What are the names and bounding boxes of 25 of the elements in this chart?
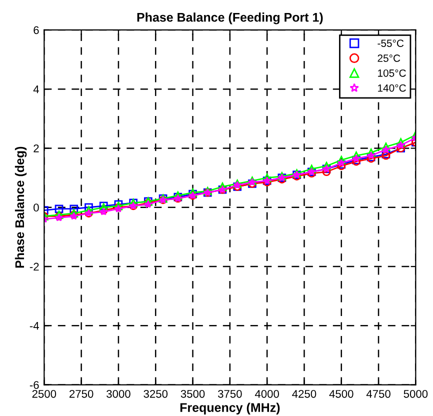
x-tick-label: 4750 [366,390,390,398]
x-tick-label: 5000 [404,390,428,398]
x-tick-label: 3250 [144,390,168,398]
x-axis-title: Frequency (MHz) [180,402,280,414]
legend-label: -55°C [378,40,404,47]
x-tick-label: 3500 [180,390,205,398]
x-tick-label: 3000 [106,390,130,398]
x-tick-label: 4500 [329,390,354,398]
y-tick-label: -4 [30,322,39,330]
y-tick-label: -6 [30,381,39,389]
x-tick-label: 4250 [292,390,316,398]
y-tick-label: -2 [30,262,39,271]
legend-label: 140°C [378,84,406,92]
y-tick-label: 6 [34,26,39,34]
y-tick-label: 4 [33,85,39,94]
legend-label: 105°C [378,69,406,77]
legend-label: 25°C [378,54,400,62]
x-tick-label: 2750 [70,390,94,398]
y-tick-label: 0 [34,204,39,212]
x-tick-label: 3750 [218,390,242,398]
y-axis-title: Phase Balance (deg) [14,146,27,268]
x-tick-label: 2500 [32,390,56,398]
x-tick-label: 4000 [254,390,279,398]
chart-title: Phase Balance (Feeding Port 1) [137,12,323,24]
y-tick-label: 2 [34,144,39,152]
